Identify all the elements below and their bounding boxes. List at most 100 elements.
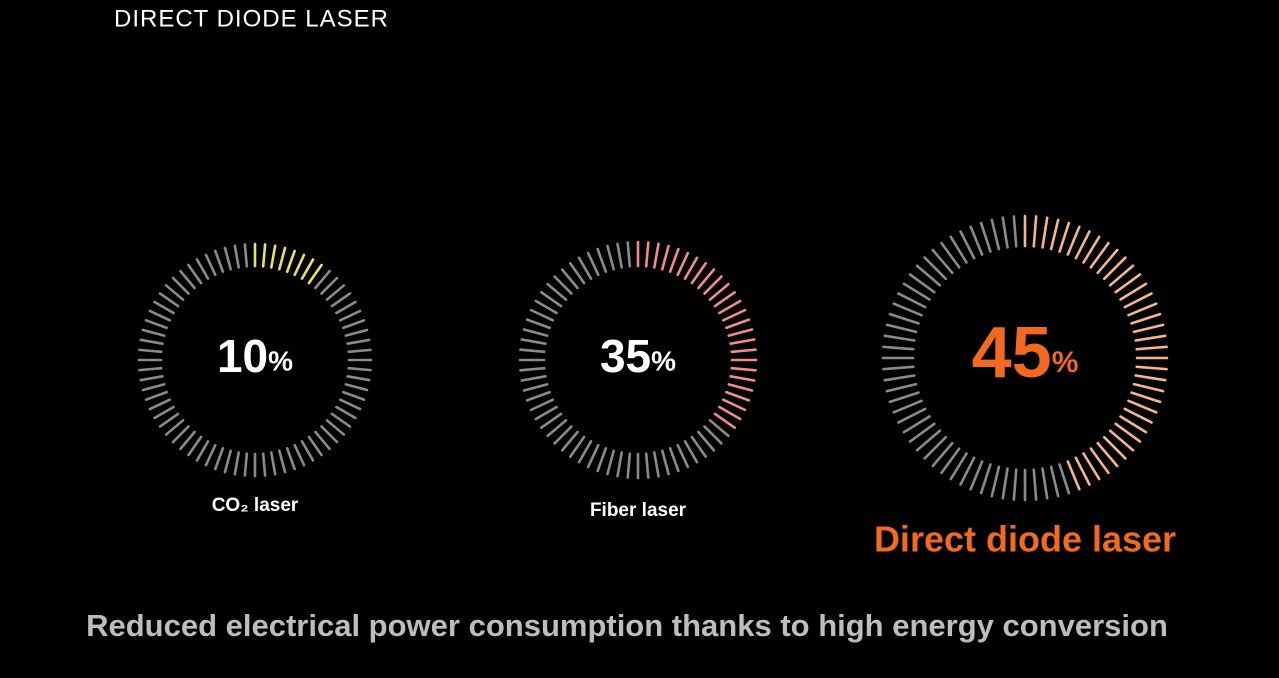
gauge-tick [243, 452, 249, 477]
gauge-tick [141, 328, 166, 337]
gauge-tick [606, 449, 615, 476]
gauge-tick [138, 366, 163, 372]
gauge-tick [940, 241, 961, 269]
gauge-tick [338, 309, 362, 322]
gauge-tick [285, 447, 296, 471]
gauge-tick [1001, 216, 1009, 249]
value-number: 35 [600, 330, 651, 382]
gauge-tick [1032, 215, 1038, 248]
gauge-tick [616, 451, 623, 478]
gauge-tick [683, 440, 699, 464]
gauge-tick [529, 308, 555, 322]
gauge-tick [307, 263, 323, 285]
gauge-tick [144, 390, 168, 401]
gauge-tick [729, 375, 756, 382]
gauge-tick [959, 230, 976, 260]
gauge-tick [990, 465, 1001, 498]
gauge-tick [171, 425, 190, 444]
gauge-tick [223, 449, 232, 474]
gauge-tick [668, 447, 680, 473]
gauge-tick [1127, 302, 1158, 317]
gauge-tick [214, 249, 225, 273]
gauge-tick [293, 443, 306, 467]
gauge-tick [278, 449, 287, 474]
gauge-tick [534, 405, 558, 421]
gauge-label: Fiber laser [590, 500, 687, 521]
gauge-tick [540, 412, 563, 429]
gauge-tick [676, 443, 690, 469]
gauge-tick [902, 282, 931, 301]
gauge-tick [314, 430, 331, 451]
gauge-tick [888, 391, 920, 404]
gauge-tick [144, 319, 168, 330]
gauge-tick [314, 269, 331, 290]
gauge-tick [546, 419, 568, 438]
gauge-tick [1114, 273, 1142, 294]
gauge-tick [553, 275, 573, 295]
gauge-tick [569, 435, 586, 458]
gauge-tick [949, 235, 968, 264]
gauge-tick [1082, 235, 1101, 264]
gauge-tick [902, 415, 931, 434]
gauge-tick [560, 430, 579, 452]
gauge-tick [703, 275, 723, 295]
gauge-tick [1123, 407, 1153, 424]
gauge-tick [931, 441, 954, 468]
gauge-tick [915, 264, 942, 287]
gauge-tick [1102, 435, 1127, 460]
gauge-tick [959, 456, 976, 486]
gauge-tick [540, 291, 563, 308]
gauge-tick [223, 246, 232, 271]
gauge-tick [307, 435, 323, 457]
gauge-tick [346, 338, 371, 345]
gauge-tick [153, 300, 175, 315]
gauge-tick [243, 243, 249, 268]
gauge-tick [718, 405, 742, 421]
gauge-tick [1058, 463, 1071, 495]
gauge-tick [233, 451, 240, 476]
gauge-tick [342, 390, 366, 401]
gauge-label: Direct diode laser [874, 519, 1176, 560]
gauge-tick [721, 308, 747, 322]
gauge-tick [606, 244, 615, 271]
gauge-tick [1119, 415, 1148, 434]
gauge-tick [320, 425, 339, 444]
gauge-tick [293, 253, 306, 277]
gauge-tick [727, 328, 754, 337]
gauge-tick [338, 398, 362, 411]
gauge-tick [1130, 391, 1162, 404]
gauge-tick [300, 440, 315, 462]
gauge-tick [1082, 452, 1101, 481]
gauge-tick [730, 366, 757, 372]
gauge-tick [892, 399, 923, 414]
gauge-tick [179, 430, 196, 451]
gauge-tick [335, 405, 357, 420]
gauge-tick [522, 328, 549, 337]
gauge-tick [525, 318, 551, 330]
gauge-tick [1012, 215, 1018, 248]
gauge-tick [923, 435, 948, 460]
gauge-tick [892, 302, 923, 317]
gauge-tick [990, 218, 1001, 251]
gauge-tick [1130, 312, 1162, 325]
gauge-tick [270, 451, 277, 476]
gauge-tick [653, 242, 660, 269]
gauge-tick [596, 447, 608, 473]
gauge-tick [908, 273, 936, 294]
gauge-tick [690, 435, 707, 458]
gauge-tick [885, 323, 918, 334]
gauge-tick [529, 398, 555, 412]
gauge-tick [885, 382, 918, 393]
gauge-tick [346, 375, 371, 382]
gauge-tick [1132, 323, 1165, 334]
gauge-tick [171, 276, 190, 295]
value-unit: % [651, 346, 676, 377]
gauge-track [518, 241, 730, 480]
gauge-fill [636, 240, 758, 429]
gauge-tick [708, 419, 730, 438]
gauge-tick [676, 251, 690, 277]
gauge-tick [261, 452, 267, 477]
